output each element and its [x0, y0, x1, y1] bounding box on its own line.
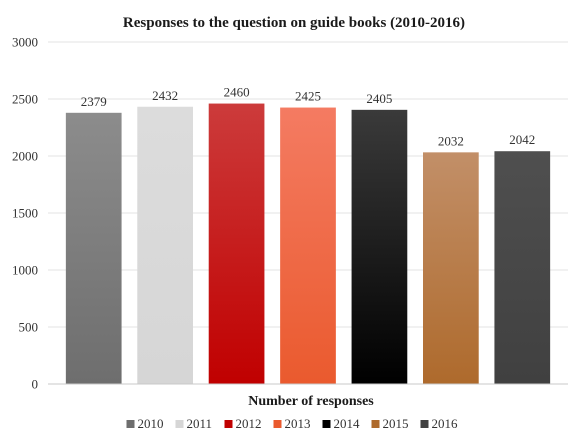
data-label-2014: 2405: [366, 91, 392, 106]
bar-2012: [208, 103, 265, 384]
data-label-2011: 2432: [152, 88, 178, 103]
legend-swatch-2010: [126, 420, 135, 428]
bar-2011: [137, 106, 193, 384]
legend-label-2016: 2016: [432, 416, 459, 431]
legend-label-2015: 2015: [383, 416, 409, 431]
y-axis-ticks: 0 500 1000 1500 2000 2500 3000: [12, 35, 38, 392]
data-label-2013: 2425: [295, 89, 321, 104]
y-tick-label: 1000: [12, 263, 38, 278]
legend-swatch-2013: [273, 420, 282, 428]
legend-label-2013: 2013: [285, 416, 311, 431]
legend-swatch-2011: [175, 420, 184, 428]
legend: 2010 2011 2012 2013 2014 2015 2016: [126, 416, 459, 431]
y-tick-label: 3000: [12, 35, 38, 50]
x-axis-label: Number of responses: [248, 394, 374, 409]
y-tick-label: 0: [32, 377, 39, 392]
legend-label-2012: 2012: [236, 416, 262, 431]
legend-label-2014: 2014: [334, 416, 361, 431]
bar-2014: [351, 109, 408, 384]
y-tick-label: 500: [19, 320, 39, 335]
bar-2013: [280, 107, 336, 385]
data-labels: 2379 2432 2460 2425 2405 2032 2042: [81, 85, 536, 149]
legend-swatch-2015: [371, 420, 380, 428]
data-label-2010: 2379: [81, 94, 107, 109]
legend-label-2011: 2011: [187, 416, 213, 431]
legend-swatch-2012: [224, 420, 233, 428]
data-label-2015: 2032: [438, 133, 464, 148]
chart-title: Responses to the question on guide books…: [123, 15, 465, 31]
y-tick-label: 2000: [12, 149, 38, 164]
bars: [65, 103, 551, 385]
y-tick-label: 1500: [12, 206, 38, 221]
legend-label-2010: 2010: [138, 416, 164, 431]
legend-swatch-2016: [420, 420, 429, 428]
bar-2010: [65, 112, 122, 384]
data-label-2012: 2460: [224, 85, 250, 100]
legend-swatch-2014: [322, 420, 331, 428]
bar-2015: [423, 152, 479, 384]
data-label-2016: 2042: [509, 132, 535, 147]
bar-2016: [494, 151, 551, 384]
y-tick-label: 2500: [12, 92, 38, 107]
